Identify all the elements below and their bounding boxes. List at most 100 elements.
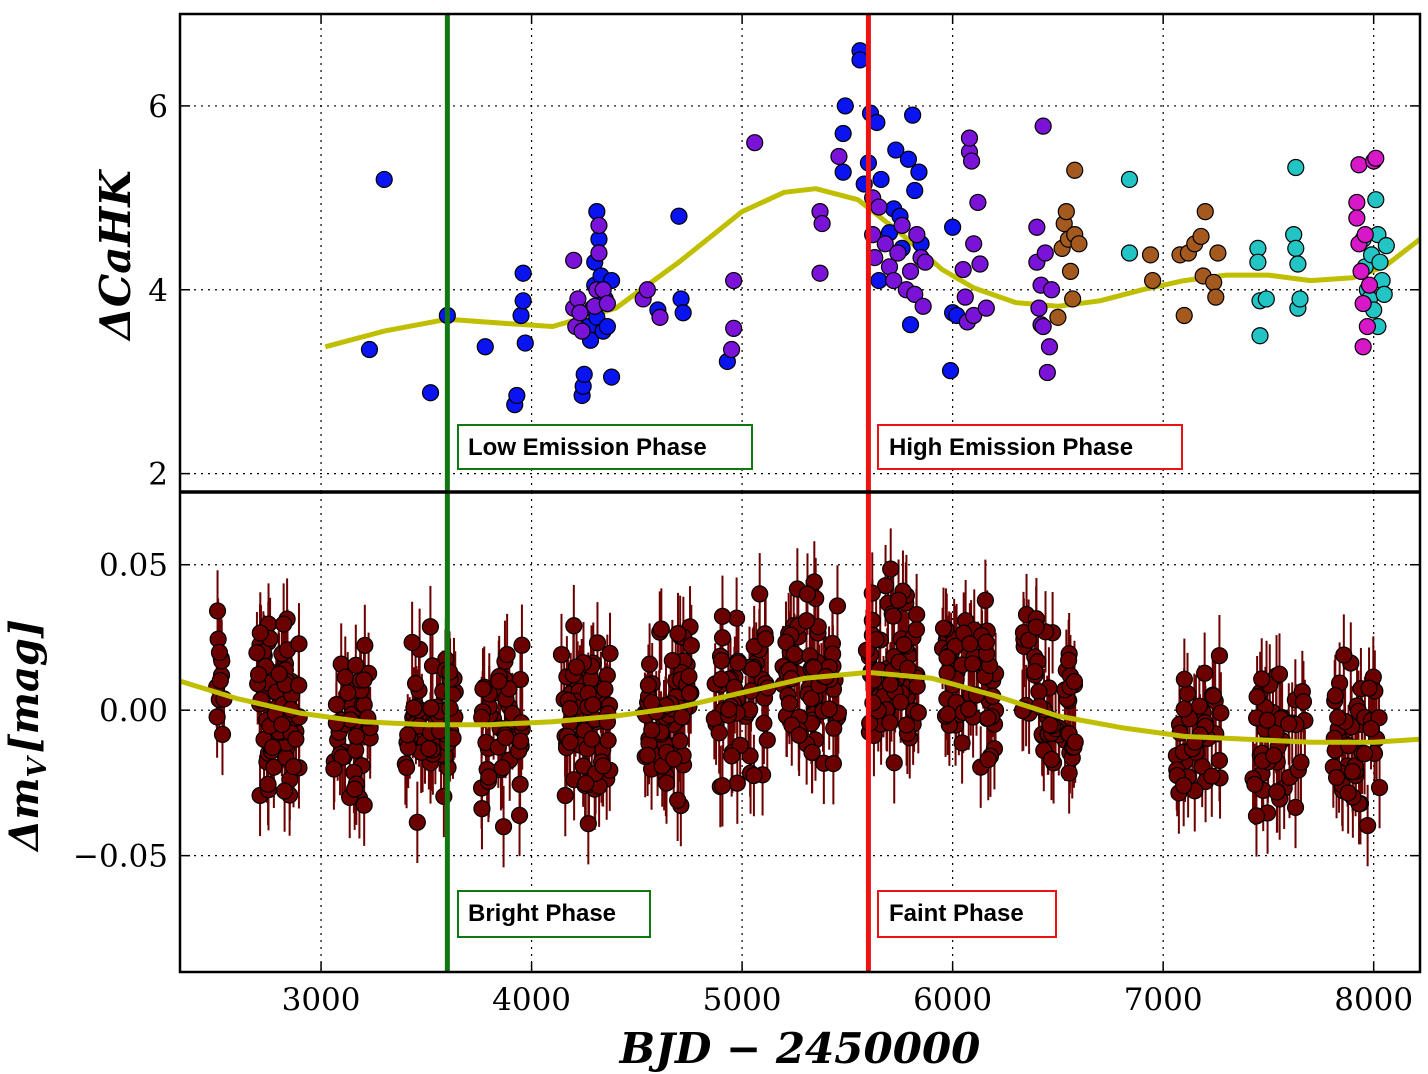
- photometry-point: [290, 635, 308, 653]
- cahk-point: [1192, 227, 1210, 246]
- photometry-point: [565, 617, 583, 635]
- photometry-point: [441, 699, 459, 717]
- photometry-point: [720, 700, 738, 719]
- photometry-point: [473, 800, 491, 818]
- photometry-point: [263, 738, 282, 756]
- photometry-point: [895, 636, 913, 654]
- cahk-point: [811, 264, 829, 282]
- cahk-point: [1352, 262, 1370, 280]
- photometry-point: [780, 694, 799, 712]
- photometry-point: [979, 709, 997, 727]
- photometry-point: [802, 689, 820, 708]
- photometry-point: [403, 633, 421, 652]
- photometry-point: [480, 768, 498, 786]
- cahk-point: [651, 308, 669, 326]
- photometry-point: [583, 730, 601, 748]
- photometry-point: [510, 806, 529, 825]
- photometry-point: [248, 644, 266, 662]
- photometry-point: [1292, 753, 1310, 771]
- photometry-point: [934, 619, 953, 637]
- cahk-point: [1367, 191, 1385, 209]
- photometry-point: [422, 699, 440, 717]
- photometry-point: [594, 757, 612, 775]
- photometry-point: [333, 748, 351, 766]
- photometry-point: [1175, 670, 1193, 688]
- cahk-point: [1287, 158, 1305, 177]
- x-tick-label: 3000: [282, 982, 361, 1018]
- photometry-point: [1065, 672, 1084, 691]
- cahk-point: [571, 304, 589, 322]
- cahk-point: [1354, 338, 1372, 356]
- low-emission-label: Low Emission Phase: [468, 434, 707, 461]
- photometry-point: [270, 665, 288, 683]
- cahk-point: [1120, 170, 1139, 189]
- photometry-point: [953, 734, 971, 752]
- photometry-point: [797, 612, 816, 630]
- cahk-point: [1036, 244, 1054, 262]
- top-plot-area: [180, 14, 1420, 492]
- photometry-point: [1060, 764, 1078, 782]
- photometry-point: [881, 714, 899, 732]
- photometry-point: [652, 620, 670, 638]
- photometry-point: [669, 791, 687, 809]
- photometry-point: [596, 680, 614, 698]
- cahk-point: [476, 338, 494, 356]
- cahk-point: [1042, 281, 1061, 299]
- photometry-point: [751, 585, 769, 603]
- cahk-point: [977, 299, 995, 317]
- photometry-point: [420, 740, 438, 758]
- low-emission-box: Low Emission Phase: [457, 424, 753, 470]
- cahk-point: [590, 244, 608, 262]
- cahk-point: [421, 384, 440, 402]
- cahk-point: [573, 322, 591, 340]
- photometry-point: [251, 624, 269, 642]
- photometry-point: [1355, 745, 1374, 763]
- top-fit-curve: [324, 186, 1422, 350]
- photometry-point: [494, 818, 513, 836]
- photometry-point: [639, 746, 657, 764]
- cahk-point: [899, 150, 918, 168]
- bottom-ylabel-delta: Δm: [1, 777, 48, 852]
- photometry-point: [213, 725, 232, 743]
- photometry-point: [908, 605, 926, 624]
- photometry-point: [552, 646, 571, 664]
- photometry-point: [820, 700, 838, 718]
- photometry-point: [493, 759, 511, 777]
- photometry-point: [1203, 767, 1221, 785]
- x-tick-label: 8000: [1334, 982, 1413, 1018]
- cahk-point: [746, 134, 764, 152]
- photometry-point: [641, 655, 659, 673]
- cahk-point: [969, 193, 987, 212]
- photometry-point: [211, 672, 229, 690]
- cahk-point: [965, 306, 983, 325]
- photometry-point: [1360, 679, 1378, 697]
- cahk-point: [602, 368, 621, 386]
- cahk-point: [514, 264, 532, 282]
- cahk-point: [1196, 203, 1214, 221]
- photometry-point: [976, 591, 994, 609]
- cahk-point: [885, 271, 903, 290]
- photometry-point: [1066, 733, 1084, 751]
- top-y-tick-label: 2: [148, 457, 168, 493]
- cahk-point: [851, 51, 869, 69]
- cahk-point: [1251, 327, 1269, 345]
- cahk-point: [674, 304, 692, 322]
- photometry-point: [208, 708, 226, 726]
- photometry-point: [745, 766, 763, 785]
- photometry-point: [909, 704, 927, 722]
- cahk-point: [1066, 161, 1084, 179]
- photometry-point: [665, 750, 683, 768]
- svg-text:ΔmV[mag]: ΔmV[mag]: [1, 619, 53, 853]
- photometry-point: [1265, 746, 1283, 765]
- photometry-point: [579, 815, 597, 833]
- cahk-point: [906, 181, 924, 200]
- photometry-point: [599, 731, 617, 750]
- photometry-point: [1248, 688, 1266, 706]
- photometry-point: [1060, 651, 1078, 669]
- photometry-point: [259, 775, 277, 793]
- photometry-point: [825, 719, 843, 737]
- top-fit: [324, 186, 1422, 350]
- cahk-point: [876, 235, 894, 253]
- photometry-point: [355, 796, 373, 814]
- cahk-point: [508, 386, 526, 405]
